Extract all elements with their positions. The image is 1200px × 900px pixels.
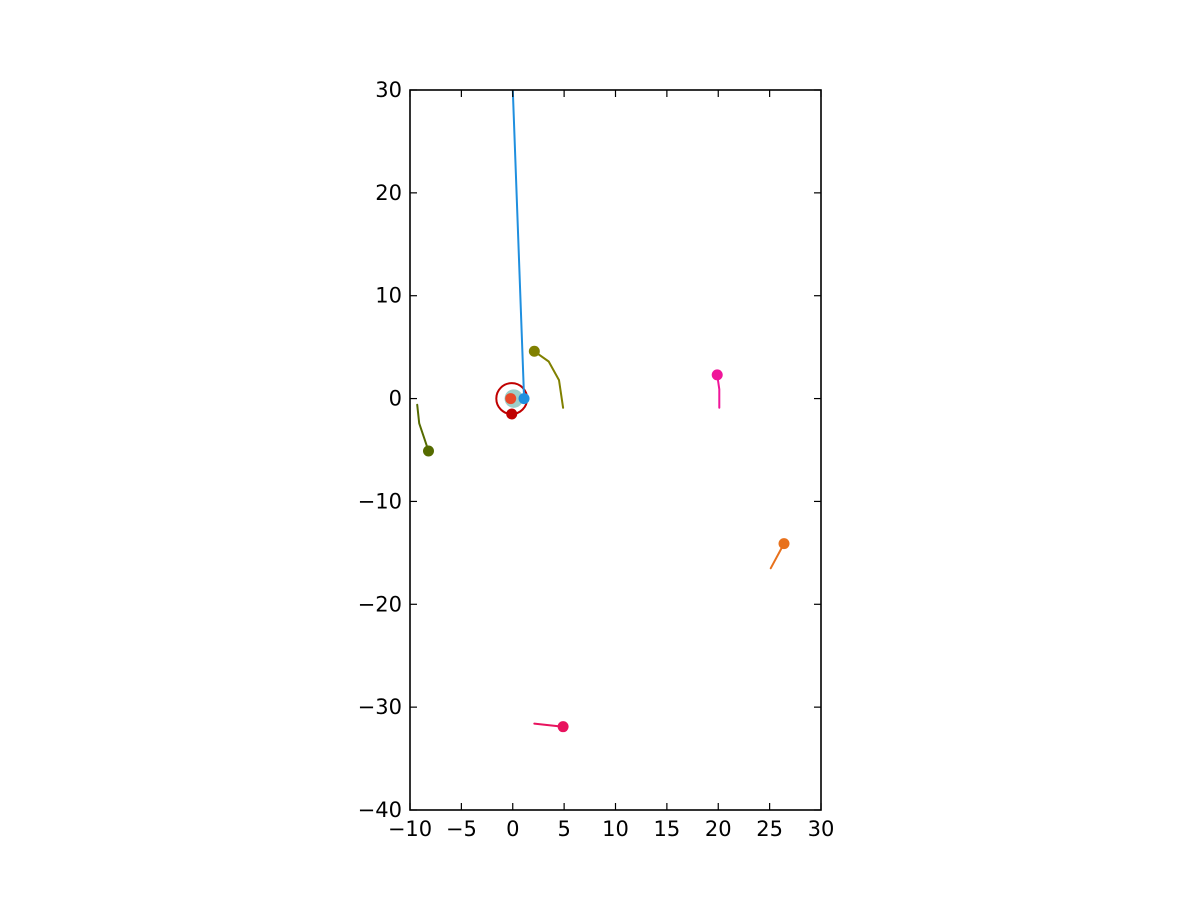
y-tick-label-3: −10 xyxy=(358,489,402,513)
series-marker-1 xyxy=(528,345,540,357)
y-tick-label-4: 0 xyxy=(389,387,402,411)
axes-frame xyxy=(409,89,822,811)
series-marker-3 xyxy=(711,369,723,381)
series-trail-1 xyxy=(533,350,565,409)
x-tick-label-3: 5 xyxy=(557,817,570,841)
series-marker-7 xyxy=(505,393,517,405)
y-tick-label-0: −40 xyxy=(358,798,402,822)
x-tick-label-1: −5 xyxy=(446,817,477,841)
series-trail-2 xyxy=(416,403,430,452)
y-tick-label-5: 10 xyxy=(375,284,402,308)
series-marker-4 xyxy=(778,538,790,550)
x-tick-label-8: 30 xyxy=(808,817,835,841)
y-tick-label-7: 30 xyxy=(375,78,402,102)
plot-content xyxy=(416,90,790,733)
x-tick-label-4: 10 xyxy=(602,817,629,841)
series-marker-0 xyxy=(518,393,530,405)
x-tick-label-5: 15 xyxy=(654,817,681,841)
series-trail-0 xyxy=(511,90,526,400)
x-tick-label-2: 0 xyxy=(506,817,519,841)
x-tick-label-6: 20 xyxy=(705,817,732,841)
series-marker-5 xyxy=(557,721,569,733)
x-tick-label-7: 25 xyxy=(756,817,783,841)
series-marker-2 xyxy=(422,445,434,457)
axis-ticks: −10 −5 0 5 10 15 20 25 30 −40 −30 −20 −10 0 10 20 30 xyxy=(358,78,835,841)
x-tick-label-0: −10 xyxy=(388,817,432,841)
y-tick-label-2: −20 xyxy=(358,592,402,616)
series-marker-6 xyxy=(506,408,518,420)
y-tick-label-6: 20 xyxy=(375,181,402,205)
y-tick-label-1: −30 xyxy=(358,695,402,719)
